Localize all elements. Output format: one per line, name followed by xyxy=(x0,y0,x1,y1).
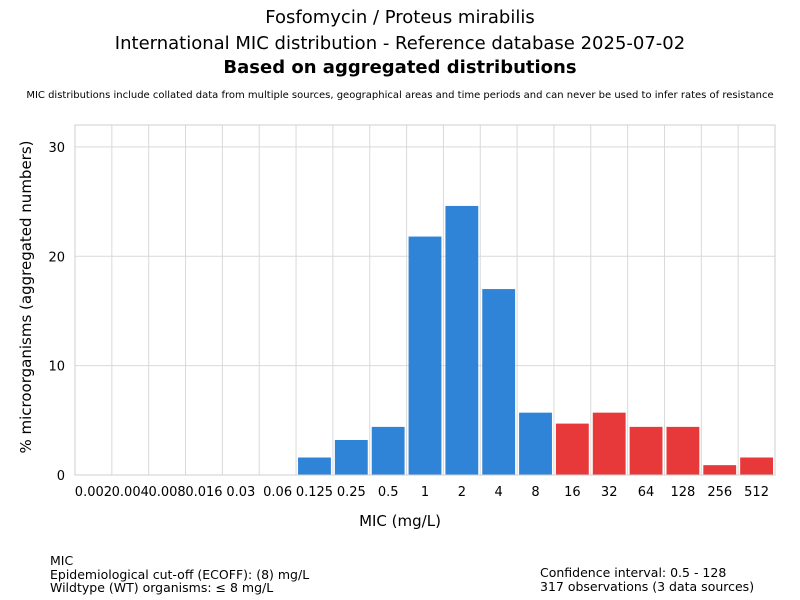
x-tick-label: 0.016 xyxy=(185,485,222,500)
footer-confidence-interval: Confidence interval: 0.5 - 128 xyxy=(540,565,727,580)
chart-title: Fosfomycin / Proteus mirabilis xyxy=(265,7,535,28)
chart-subtitle: International MIC distribution - Referen… xyxy=(114,33,686,54)
plot-border xyxy=(74,124,776,476)
x-tick-label: 4 xyxy=(495,485,503,500)
x-tick-label: 0.125 xyxy=(296,485,333,500)
bar-8 xyxy=(519,412,552,475)
footer-observations: 317 observations (3 data sources) xyxy=(540,578,755,594)
bar-0.5 xyxy=(371,426,405,475)
bar-4 xyxy=(482,289,516,475)
bar-0.125 xyxy=(298,457,331,475)
x-tick-label: 512 xyxy=(744,485,769,500)
x-tick-label: 0.03 xyxy=(226,485,255,500)
x-tick-label: 16 xyxy=(564,485,581,500)
grid xyxy=(74,125,776,476)
bar-64 xyxy=(629,426,663,475)
x-tick-label: 0.25 xyxy=(337,485,366,500)
footer-wildtype: Wildtype (WT) organisms: ≤ 8 mg/L xyxy=(50,580,274,595)
axis-ticks: 0 10 20 30 0.002 0.004 0.008 0.016 0.03 0.06 0.125… xyxy=(48,141,769,500)
bar-2 xyxy=(445,205,479,475)
footer-ecoff-info: MIC Epidemiological cut-off (ECOFF): (8)… xyxy=(50,554,309,595)
x-tick-label: 0.008 xyxy=(148,485,185,500)
x-tick-label: 32 xyxy=(601,485,618,500)
bars xyxy=(298,205,773,475)
bar-1 xyxy=(408,236,442,475)
disclaimer-note: MIC distributions include collated data … xyxy=(26,90,774,101)
x-tick-label: 0.002 xyxy=(75,485,112,500)
y-tick-label: 30 xyxy=(48,141,65,156)
bar-0.25 xyxy=(334,440,368,475)
footer-ecoff: Epidemiological cut-off (ECOFF): (8) mg/… xyxy=(50,566,310,582)
y-tick-label: 0 xyxy=(57,469,65,484)
bar-32 xyxy=(592,412,626,475)
y-tick-label: 20 xyxy=(48,250,65,265)
x-tick-label: 128 xyxy=(670,485,695,500)
bar-128 xyxy=(666,426,700,475)
x-tick-label: 2 xyxy=(458,485,466,500)
x-tick-label: 1 xyxy=(421,485,429,500)
x-tick-label: 0.004 xyxy=(112,485,149,500)
x-tick-label: 0.06 xyxy=(263,485,292,500)
y-axis-label: % microorganisms (aggregated numbers) xyxy=(17,140,35,453)
bar-512 xyxy=(740,457,773,475)
x-axis-label: MIC (mg/L) xyxy=(359,512,441,530)
x-tick-label: 0.5 xyxy=(378,485,399,500)
x-tick-label: 8 xyxy=(531,485,539,500)
footer-mic-label: MIC xyxy=(50,553,74,568)
x-tick-label: 256 xyxy=(707,485,732,500)
footer-observations-info: Confidence interval: 0.5 - 128 317 obser… xyxy=(540,566,754,593)
x-tick-label: 64 xyxy=(638,485,655,500)
chart-subtitle-bold: Based on aggregated distributions xyxy=(223,57,577,78)
bar-256 xyxy=(703,465,737,475)
bar-16 xyxy=(555,423,589,475)
y-tick-label: 10 xyxy=(48,360,65,375)
